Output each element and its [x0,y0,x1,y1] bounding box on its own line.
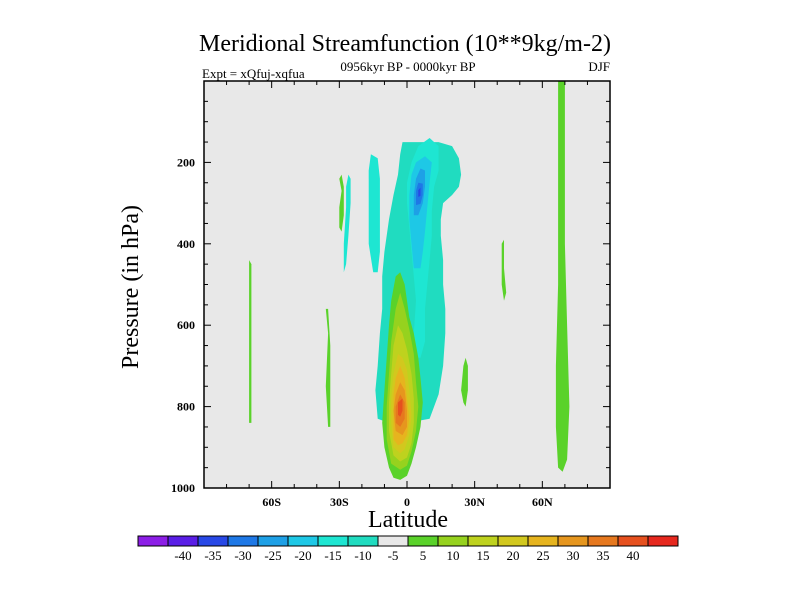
y-tick-label: 800 [177,400,195,414]
colorbar-swatch [467,535,499,547]
x-tick-label: 30N [464,495,485,509]
season-label: DJF [588,59,610,74]
colorbar-swatch [377,535,409,547]
axes: 60S 30S 0 30N 60N 200 400 600 800 1000 [171,81,611,509]
colorbar-label: 40 [627,548,640,563]
contour-region-16 [339,174,344,232]
x-tick-label: 30S [330,495,349,509]
contour-region-2 [409,156,432,269]
colorbar-label: 10 [447,548,460,563]
x-tick-label: 0 [404,495,410,509]
colorbar-label: -20 [294,548,311,563]
y-tick-label: 1000 [171,481,195,495]
colorbar-swatch [497,535,529,547]
y-tick-label: 400 [177,237,195,251]
chart-title: Meridional Streamfunction (10**9kg/m-2) [199,31,611,57]
colorbar-swatch [257,535,289,547]
colorbar-swatch [347,535,379,547]
contour-region-20 [501,239,507,301]
colorbar-swatch [137,535,169,547]
contour-region-15 [398,398,403,417]
colorbar-label: -40 [174,548,191,563]
colorbar-swatch [287,535,319,547]
colorbar-label: 15 [477,548,490,563]
y-tick-label: 600 [177,318,195,332]
colorbar-swatch [617,535,649,547]
colorbar-swatch [167,535,199,547]
colorbar-label: 30 [567,548,580,563]
colorbar-swatch [407,535,439,547]
contour-region-7 [343,174,351,273]
colorbar-swatch [197,535,229,547]
x-axis-label: Latitude [368,507,448,533]
colorbar-swatch [227,535,259,547]
colorbar-label: -15 [324,548,341,563]
x-tick-label: 60S [262,495,281,509]
contour-fills [249,81,570,480]
colorbar-swatch [317,535,349,547]
y-tick-label: 200 [177,155,195,169]
colorbar-label: 35 [597,548,610,563]
chart-subtitle: 0956kyr BP - 0000kyr BP [340,59,475,74]
colorbar-swatch [557,535,589,547]
colorbar-swatch [647,535,679,547]
colorbar-swatch [437,535,469,547]
contour-region-21 [555,81,570,472]
y-axis-label: Pressure (in hPa) [118,205,144,369]
contour-region-19 [461,357,468,407]
colorbar-label: -35 [204,548,221,563]
colorbar-swatch [587,535,619,547]
experiment-label: Expt = xQfuj-xqfua [202,66,305,81]
colorbar-label: 25 [537,548,550,563]
contour-region-5 [418,187,421,197]
contour-region-17 [249,260,252,423]
colorbar-label: -10 [354,548,371,563]
colorbar-label: -25 [264,548,281,563]
colorbar-swatch [527,535,559,547]
contour-region-18 [325,308,331,427]
colorbar-label: -5 [388,548,399,563]
colorbar-label: -30 [234,548,251,563]
x-tick-label: 60N [532,495,553,509]
colorbar-label: 5 [420,548,427,563]
colorbar-label: 20 [507,548,520,563]
colorbar: -40 -35 -30 -25 -20 -15 -10 -5 5 10 15 20 25 30 35 40 [137,535,679,563]
contour-region-6 [368,154,380,273]
